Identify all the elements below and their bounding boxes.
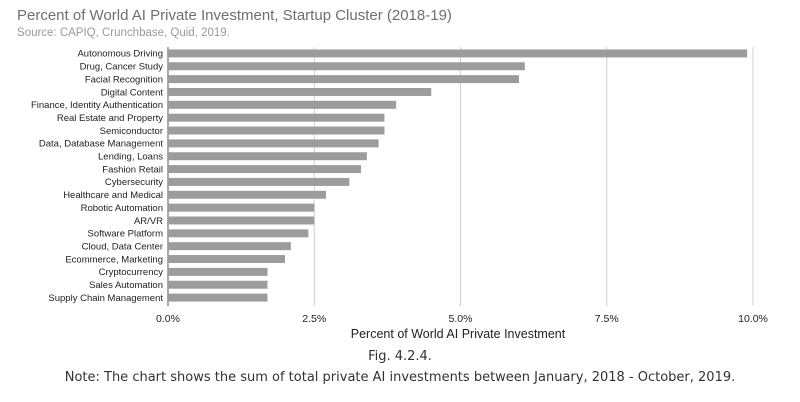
bars	[168, 49, 748, 302]
bar	[168, 242, 291, 251]
category-label: Fashion Retail	[102, 164, 163, 175]
bar	[168, 267, 268, 276]
category-label: Cybersecurity	[105, 177, 163, 188]
bar	[168, 255, 285, 264]
x-tick-label: 7.5%	[595, 313, 619, 325]
bar	[168, 113, 385, 122]
category-label: Cloud, Data Center	[82, 241, 163, 252]
category-label: Lending, Loans	[98, 152, 163, 163]
category-label: Sales Automation	[89, 280, 163, 291]
bar	[168, 100, 397, 109]
bar	[168, 190, 326, 199]
category-labels: Autonomous Driving Drug, Cancer StudyFaci…	[31, 49, 163, 304]
category-label: Cryptocurrency	[99, 267, 164, 278]
category-label: Data, Database Management	[39, 139, 163, 150]
figure-note: Note: The chart shows the sum of total p…	[64, 370, 736, 385]
category-label: Supply Chain Management	[48, 293, 163, 304]
bar	[168, 152, 367, 161]
x-tick-label: 2.5%	[302, 313, 326, 325]
bar	[168, 49, 748, 58]
category-label: Finance, Identity Authentication	[31, 100, 163, 111]
figure-number: Fig. 4.2.4.	[368, 349, 432, 364]
chart-subtitle: Source: CAPIQ, Crunchbase, Quid, 2019.	[17, 27, 230, 39]
bar	[168, 165, 362, 174]
category-label: Software Platform	[88, 229, 164, 240]
bar-chart: Autonomous Driving Drug, Cancer StudyFaci…	[31, 47, 768, 341]
category-label: Drug, Cancer Study	[80, 62, 164, 73]
bar	[168, 139, 379, 148]
bar	[168, 126, 385, 135]
category-label: Autonomous Driving	[77, 49, 163, 60]
x-tick-label: 10.0%	[738, 313, 768, 325]
bar	[168, 293, 268, 302]
category-label: Ecommerce, Marketing	[65, 254, 163, 265]
category-label: Facial Recognition	[85, 74, 163, 85]
x-tick-label: 0.0%	[156, 313, 180, 325]
bar	[168, 216, 315, 225]
bar	[168, 203, 315, 212]
bar	[168, 177, 350, 186]
category-label: Robotic Automation	[81, 203, 163, 214]
x-tick-labels: 0.0% 2.5% 5.0% 7.5% 10.0%	[156, 313, 768, 325]
category-label: Real Estate and Property	[57, 113, 163, 124]
gridlines	[167, 47, 754, 306]
category-label: Digital Content	[101, 87, 164, 98]
bar	[168, 75, 519, 84]
x-tick-label: 5.0%	[449, 313, 473, 325]
category-label: Healthcare and Medical	[63, 190, 163, 201]
bar	[168, 280, 268, 289]
category-label: AR/VR	[134, 216, 163, 227]
bar	[168, 229, 309, 238]
category-label: Semiconductor	[100, 126, 163, 137]
x-axis-title: Percent of World AI Private Investment	[351, 327, 566, 341]
chart-title: Percent of World AI Private Investment, …	[17, 7, 452, 24]
bar	[168, 62, 525, 71]
bar	[168, 87, 432, 96]
